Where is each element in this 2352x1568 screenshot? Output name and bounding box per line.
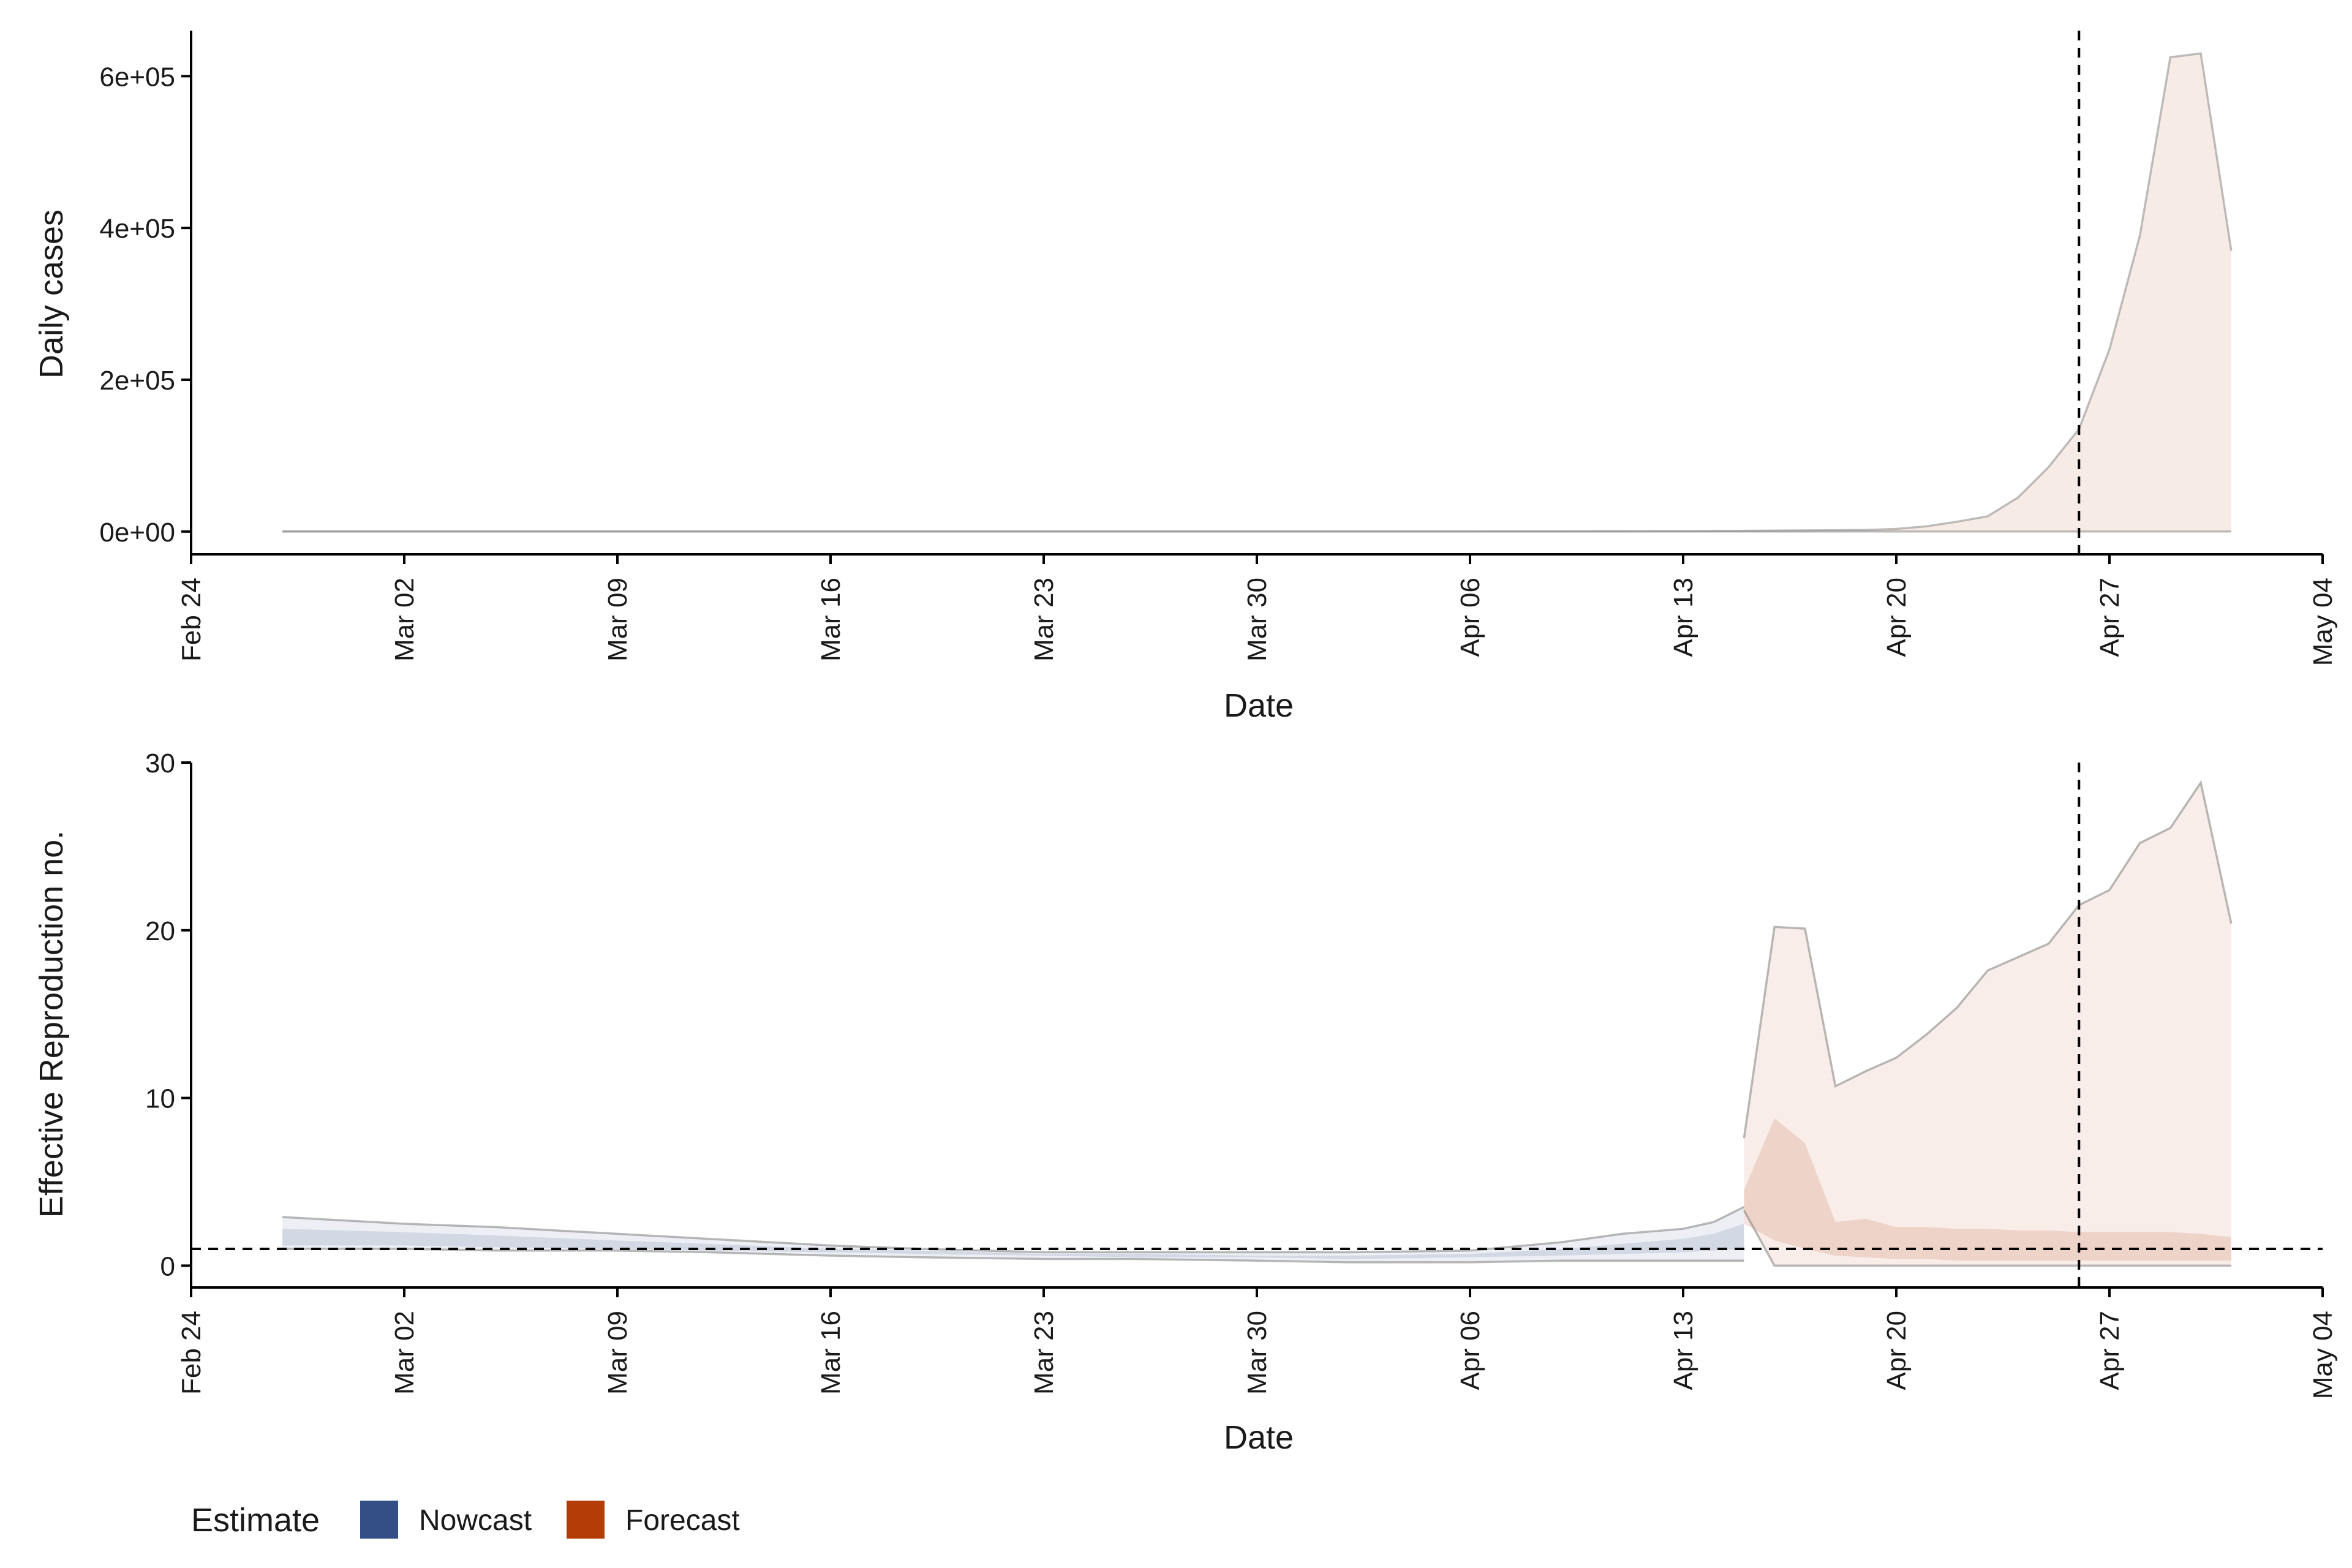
reproduction-number-forecast-upper-line <box>1743 780 2233 1139</box>
reproduction-number-x-tick-label: Mar 02 <box>390 1311 420 1395</box>
legend-key-forecast <box>567 1501 605 1539</box>
daily-cases-panel: 0e+00 2e+05 4e+05 6e+05 Feb 24 Mar 02 Mar 09 Ma… <box>33 31 2338 724</box>
reproduction-number-x-tick-label: May 04 <box>2308 1311 2338 1399</box>
daily-cases-x-tick-label: Mar 16 <box>816 578 846 662</box>
daily-cases-forecast-upper-line <box>1744 52 2233 532</box>
reproduction-number-forecast-inner-band <box>1744 1118 2231 1261</box>
reproduction-number-reference-lines <box>191 763 2323 1287</box>
legend-title: Estimate <box>191 1502 320 1539</box>
reproduction-number-x-axis-title: Date <box>1224 1419 1294 1456</box>
daily-cases-x-tick-label: Mar 30 <box>1242 578 1272 662</box>
reproduction-number-x-tick-label: Mar 09 <box>603 1311 633 1395</box>
reproduction-number-nowcast-inner-band <box>282 1224 1744 1259</box>
daily-cases-x-tick-label: May 04 <box>2308 578 2338 666</box>
legend-label-forecast: Forecast <box>625 1504 740 1537</box>
reproduction-number-y-axis-title: Effective Reproduction no. <box>33 831 70 1218</box>
daily-cases-y-tick-label: 4e+05 <box>99 214 175 244</box>
reproduction-number-nowcast-lower-line <box>282 1248 1744 1264</box>
reproduction-number-y-tick-label: 30 <box>145 748 175 778</box>
daily-cases-x-tick-label: Apr 06 <box>1455 578 1485 657</box>
daily-cases-y-tick-label: 6e+05 <box>99 62 175 92</box>
daily-cases-x-tick-label: Apr 13 <box>1668 578 1698 657</box>
reproduction-number-x-tick-label: Mar 16 <box>816 1311 846 1395</box>
reproduction-number-forecast-lower-line <box>1743 1210 2231 1267</box>
reproduction-number-x-tick-label: Apr 13 <box>1668 1311 1698 1390</box>
reproduction-number-forecast-outer-band <box>1744 782 2231 1266</box>
reproduction-number-x-tick-label: Mar 30 <box>1242 1311 1272 1395</box>
daily-cases-x-tick-label: Apr 20 <box>1882 578 1912 657</box>
reproduction-number-x-tick-label: Feb 24 <box>176 1311 206 1395</box>
legend-label-nowcast: Nowcast <box>419 1504 532 1537</box>
reproduction-number-y-tick-label: 20 <box>145 916 175 946</box>
daily-cases-y-tick-label: 2e+05 <box>99 366 175 396</box>
daily-cases-x-tick-label: Mar 23 <box>1029 578 1059 662</box>
daily-cases-axes: 0e+00 2e+05 4e+05 6e+05 Feb 24 Mar 02 Mar 09 Ma… <box>99 31 2338 666</box>
reproduction-number-y-tick-label: 0 <box>160 1251 175 1281</box>
daily-cases-x-tick-label: Mar 09 <box>603 578 633 662</box>
legend: Estimate Nowcast Forecast <box>191 1501 740 1539</box>
daily-cases-x-axis-title: Date <box>1224 687 1294 724</box>
reproduction-number-nowcast-outer-band <box>282 1207 1744 1262</box>
reproduction-number-panel: 0 10 20 30 Feb 24 Mar 02 Mar 09 Mar 16 Mar 23 Mar… <box>33 748 2338 1456</box>
daily-cases-bands <box>282 52 2233 533</box>
daily-cases-forecast-band <box>1744 53 2231 532</box>
daily-cases-x-tick-label: Feb 24 <box>176 578 206 662</box>
legend-key-nowcast <box>360 1501 398 1539</box>
reproduction-number-nowcast-upper-line <box>282 1206 1745 1254</box>
reproduction-number-x-tick-label: Apr 06 <box>1455 1311 1485 1390</box>
daily-cases-y-axis-title: Daily cases <box>33 209 70 379</box>
reproduction-number-y-tick-label: 10 <box>145 1084 175 1114</box>
reproduction-number-bands <box>282 780 2233 1267</box>
reproduction-number-x-tick-label: Apr 20 <box>1882 1311 1912 1390</box>
reproduction-number-x-tick-label: Apr 27 <box>2095 1311 2125 1390</box>
daily-cases-x-tick-label: Apr 27 <box>2095 578 2125 657</box>
reproduction-number-axes: 0 10 20 30 Feb 24 Mar 02 Mar 09 Mar 16 Mar 23 Mar… <box>145 748 2338 1399</box>
daily-cases-x-tick-label: Mar 02 <box>390 578 420 662</box>
reproduction-number-x-tick-label: Mar 23 <box>1029 1311 1059 1395</box>
daily-cases-y-tick-label: 0e+00 <box>99 518 175 548</box>
